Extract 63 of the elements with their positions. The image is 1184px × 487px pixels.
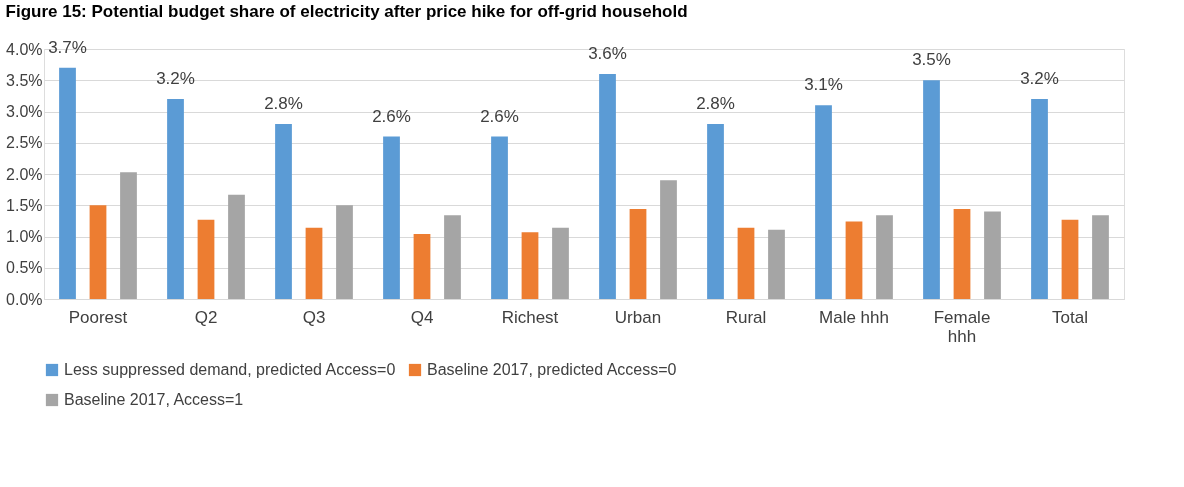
bar: [707, 124, 724, 299]
bar: [120, 172, 137, 299]
bar: [629, 209, 647, 299]
data-label: 2.6%: [372, 106, 411, 126]
y-tick-label: 4.0%: [6, 40, 43, 58]
bar: [923, 80, 940, 299]
y-tick-label: 0.5%: [6, 259, 43, 277]
bar: [1031, 99, 1048, 299]
bar: [491, 136, 508, 299]
bar: [413, 234, 431, 299]
bar: [275, 124, 292, 299]
bar: [383, 136, 400, 299]
x-tick-label: Rural: [725, 307, 767, 327]
bar: [444, 215, 461, 299]
bar: [521, 232, 539, 299]
y-tick-label: 2.0%: [6, 165, 43, 183]
x-tick-label: Poorest: [68, 307, 128, 327]
y-tick-label: 0.0%: [6, 290, 43, 308]
bar: [552, 227, 569, 299]
bar: [59, 67, 76, 299]
bar: [89, 205, 107, 299]
bar: [660, 180, 677, 299]
data-label: 2.8%: [264, 94, 303, 113]
bar: [953, 209, 971, 299]
data-label: 2.8%: [696, 94, 735, 113]
bar: [305, 227, 323, 299]
y-tick-label: 1.5%: [6, 196, 43, 214]
data-label: 3.5%: [912, 50, 951, 70]
x-tick-label: Q4: [410, 307, 434, 327]
legend-label: Less suppressed demand, predicted Access=0: [64, 361, 396, 378]
data-label: 3.2%: [1020, 69, 1059, 88]
legend-label: Baseline 2017, predicted Access=0: [427, 361, 677, 378]
x-tick-label: Urban: [614, 307, 662, 327]
bar: [1061, 219, 1079, 299]
x-tick-label: Total: [1052, 307, 1088, 327]
bar: [1092, 215, 1109, 299]
x-tick-label: Q2: [194, 307, 218, 327]
bar: [228, 194, 245, 299]
x-tick-label: Male hhh: [819, 307, 889, 327]
data-label: 3.7%: [48, 37, 87, 57]
bar: [876, 215, 893, 299]
x-tick-label: Richest: [501, 307, 559, 327]
legend-label: Baseline 2017, Access=1: [64, 391, 244, 408]
data-label: 2.6%: [480, 106, 519, 126]
x-tick-label: Female hhh: [933, 307, 991, 346]
x-tick-label: Q3: [302, 307, 326, 327]
data-label: 3.1%: [804, 75, 843, 95]
bar: [737, 227, 755, 299]
bar: [768, 229, 785, 299]
data-label: 3.6%: [588, 44, 627, 63]
y-tick-label: 3.5%: [6, 71, 43, 89]
bar: [336, 205, 353, 299]
bar: [167, 99, 184, 299]
y-tick-label: 1.0%: [6, 228, 43, 245]
chart-title: Figure 15: Potential budget share of electricity after price hike for off-grid household: [5, 1, 688, 21]
bar: [984, 211, 1001, 299]
y-tick-label: 3.0%: [6, 103, 43, 120]
y-tick-label: 2.5%: [6, 134, 43, 152]
bar: [815, 105, 832, 299]
data-label: 3.2%: [156, 69, 195, 88]
bar: [599, 74, 616, 299]
bar: [845, 221, 863, 299]
bar: [197, 219, 215, 299]
